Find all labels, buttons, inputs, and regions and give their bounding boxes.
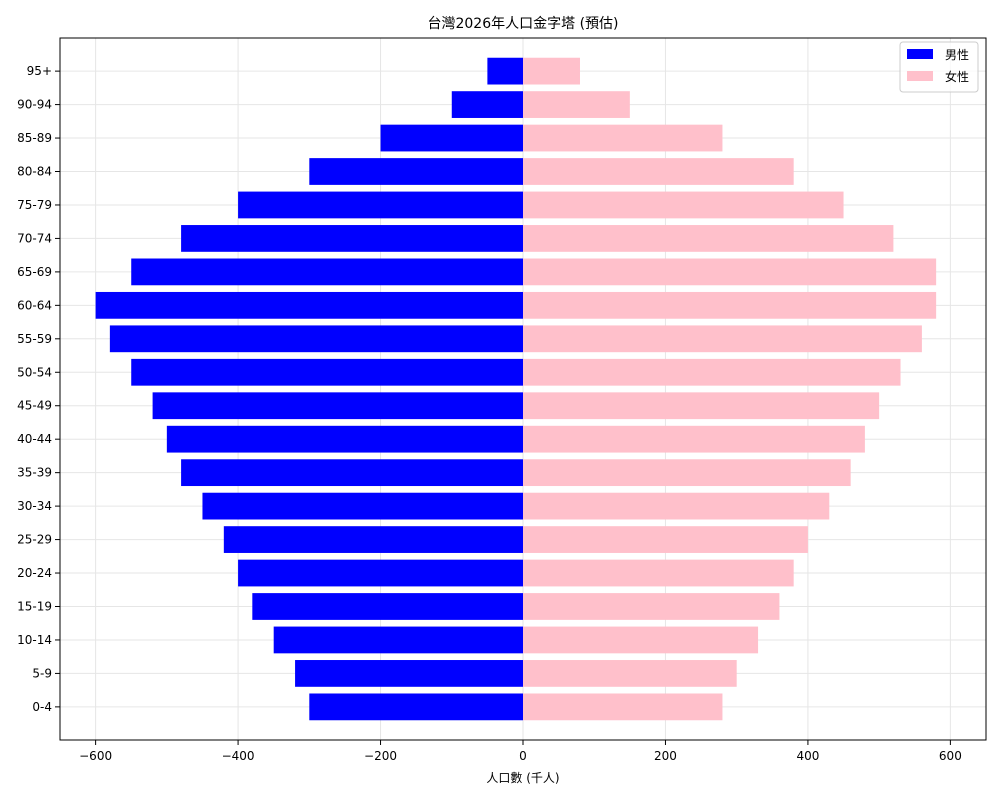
bar-female-35-39 [523, 459, 851, 487]
bar-female-80-84 [523, 158, 794, 185]
bars [95, 57, 937, 721]
bar-female-0-4 [523, 693, 723, 721]
y-tick-label: 25-29 [17, 533, 52, 547]
x-tick-label: 0 [519, 749, 527, 763]
bar-female-90-94 [523, 91, 630, 118]
bar-male-75-79 [238, 191, 524, 219]
bar-female-30-34 [523, 492, 830, 520]
y-tick-label: 15-19 [17, 599, 52, 613]
bar-female-95+ [523, 57, 580, 85]
bar-male-80-84 [309, 158, 523, 185]
chart-title: 台灣2026年人口金字塔 (預估) [427, 16, 618, 32]
y-tick-label: 75-79 [17, 198, 52, 212]
y-tick-label: 80-84 [17, 165, 52, 179]
bar-male-25-29 [223, 526, 524, 553]
legend-swatch-female [907, 71, 933, 81]
bar-male-65-69 [131, 258, 523, 286]
x-axis-label: 人口數 (千人) [486, 771, 559, 785]
x-tick-label: 400 [796, 749, 819, 763]
bar-male-5-9 [295, 660, 523, 687]
y-tick-label: 5-9 [32, 666, 52, 680]
bar-male-30-34 [202, 492, 523, 520]
bar-male-0-4 [309, 693, 523, 721]
bar-female-15-19 [523, 593, 780, 620]
bar-female-5-9 [523, 660, 737, 687]
y-tick-label: 90-94 [17, 98, 52, 112]
bar-male-95+ [487, 57, 523, 85]
bar-male-55-59 [109, 325, 523, 353]
bar-male-10-14 [273, 626, 523, 654]
y-tick-label: 65-69 [17, 265, 52, 279]
bar-male-85-89 [380, 124, 523, 152]
y-tick-label: 70-74 [17, 231, 52, 245]
y-tick-label: 35-39 [17, 466, 52, 480]
y-tick-label: 50-54 [17, 365, 52, 379]
bar-female-45-49 [523, 392, 880, 420]
bar-female-55-59 [523, 325, 922, 353]
x-tick-label: −400 [222, 749, 255, 763]
legend-swatch-male [907, 49, 933, 59]
y-tick-label: 10-14 [17, 633, 52, 647]
bar-female-65-69 [523, 258, 937, 286]
bar-male-35-39 [181, 459, 524, 487]
bar-female-85-89 [523, 124, 723, 152]
y-tick-label: 95+ [27, 64, 52, 78]
y-tick-label: 30-34 [17, 499, 52, 513]
bar-male-15-19 [252, 593, 524, 620]
bar-female-60-64 [523, 291, 937, 319]
axis-ticks: −600 −400 −200 0 200 400 600 0-4 5-9 10-14 15-19 20… [17, 64, 962, 763]
bar-female-50-54 [523, 358, 901, 386]
bar-female-70-74 [523, 225, 894, 252]
bar-male-90-94 [451, 91, 523, 118]
y-tick-label: 0-4 [32, 700, 52, 714]
bar-male-70-74 [181, 225, 524, 252]
bar-female-25-29 [523, 526, 808, 553]
y-tick-label: 20-24 [17, 566, 52, 580]
y-tick-label: 60-64 [17, 298, 52, 312]
bar-female-10-14 [523, 626, 759, 654]
x-tick-label: 600 [939, 749, 962, 763]
legend-label-female: 女性 [945, 69, 969, 84]
bar-male-50-54 [131, 358, 523, 386]
bar-female-75-79 [523, 191, 844, 219]
x-tick-label: 200 [654, 749, 677, 763]
bar-male-60-64 [95, 291, 523, 319]
x-tick-label: −600 [79, 749, 112, 763]
x-tick-label: −200 [364, 749, 397, 763]
bar-male-20-24 [238, 559, 524, 587]
bar-male-45-49 [152, 392, 523, 420]
bar-male-40-44 [166, 425, 523, 453]
y-tick-label: 45-49 [17, 399, 52, 413]
bar-female-40-44 [523, 425, 865, 453]
y-tick-label: 55-59 [17, 332, 52, 346]
y-tick-label: 40-44 [17, 432, 52, 446]
legend-label-male: 男性 [945, 48, 969, 62]
bar-female-20-24 [523, 559, 794, 587]
y-tick-label: 85-89 [17, 131, 52, 145]
legend: 男性 女性 [899, 41, 979, 93]
